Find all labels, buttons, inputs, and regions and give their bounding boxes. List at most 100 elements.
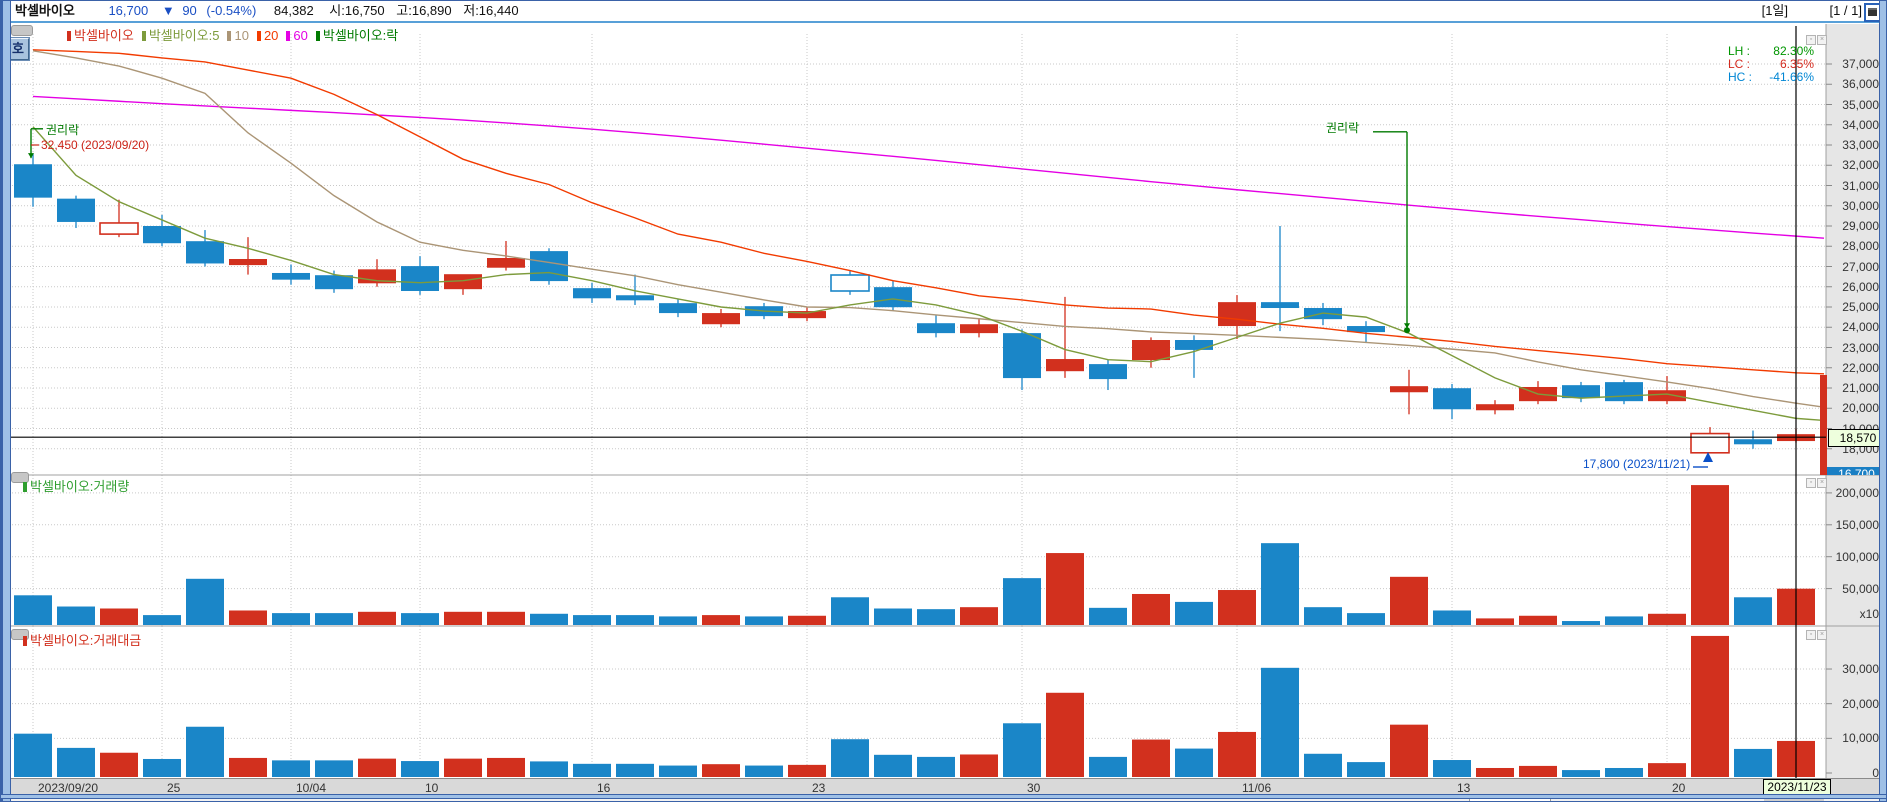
volume-bar[interactable] (1304, 607, 1342, 625)
volume-bar[interactable] (1003, 578, 1041, 625)
candle-body[interactable] (530, 251, 568, 282)
candle-body[interactable] (1390, 386, 1428, 393)
volume-bar[interactable] (573, 615, 611, 625)
money-bar[interactable] (1648, 763, 1686, 777)
volume-bar[interactable] (100, 608, 138, 626)
candle-body[interactable] (616, 295, 654, 301)
money-bar[interactable] (315, 760, 353, 777)
candle-body[interactable] (229, 259, 267, 266)
money-bar[interactable] (1433, 760, 1471, 777)
volume-bar[interactable] (1519, 615, 1557, 625)
candle-body[interactable] (1132, 340, 1170, 361)
volume-bar[interactable] (1089, 607, 1127, 625)
candle-body[interactable] (1734, 439, 1772, 445)
money-bar[interactable] (530, 761, 568, 777)
legend-series-label[interactable]: 박셀바이오:5 (148, 28, 220, 43)
money-bar[interactable] (1089, 756, 1127, 777)
money-bar[interactable] (1218, 731, 1256, 777)
candle-body[interactable] (57, 198, 95, 222)
money-bar[interactable] (100, 752, 138, 777)
volume-bar[interactable] (14, 595, 52, 625)
legend-series-label[interactable]: 60 (293, 28, 308, 43)
money-bar[interactable] (1003, 723, 1041, 777)
money-bar[interactable] (874, 754, 912, 777)
money-bar[interactable] (57, 747, 95, 777)
money-bar[interactable] (487, 757, 525, 777)
volume-bar[interactable] (788, 615, 826, 625)
legend-series-label[interactable]: 10 (234, 28, 249, 43)
money-bar[interactable] (917, 756, 955, 777)
candle-body[interactable] (1218, 302, 1256, 327)
money-bar[interactable] (659, 765, 697, 777)
volume-bar[interactable] (401, 613, 439, 625)
money-bar[interactable] (229, 757, 267, 777)
candle-body[interactable] (1175, 340, 1213, 350)
volume-bar[interactable] (1261, 543, 1299, 625)
money-bar[interactable] (14, 733, 52, 777)
money-bar[interactable] (1390, 724, 1428, 777)
money-bar[interactable] (186, 726, 224, 777)
volume-bar[interactable] (1691, 485, 1729, 625)
money-bar[interactable] (788, 764, 826, 777)
candle-body[interactable] (99, 222, 139, 235)
volume-bar[interactable] (1218, 590, 1256, 625)
money-bar[interactable] (573, 763, 611, 777)
volume-bar[interactable] (917, 609, 955, 625)
volume-bar[interactable] (1175, 601, 1213, 625)
candle-body[interactable] (960, 324, 998, 334)
panel-drag-handle[interactable] (11, 25, 33, 36)
volume-bar[interactable] (1390, 576, 1428, 625)
money-bar[interactable] (960, 754, 998, 777)
candle-body[interactable] (1003, 333, 1041, 379)
panel-minimize-icon[interactable]: ▫ (1806, 35, 1816, 45)
volume-bar[interactable] (229, 610, 267, 625)
candle-body[interactable] (659, 303, 697, 314)
volume-bar[interactable] (616, 615, 654, 625)
money-bar[interactable] (358, 758, 396, 777)
stock-name[interactable]: 박셀바이오 (15, 3, 75, 18)
panel-close-icon[interactable]: × (1817, 630, 1827, 640)
money-bar[interactable] (1347, 762, 1385, 777)
legend-series-label[interactable]: 박셀바이오 (74, 28, 134, 43)
volume-bar[interactable] (702, 615, 740, 625)
volume-bar[interactable] (874, 608, 912, 626)
volume-bar[interactable] (745, 616, 783, 625)
panel-close-icon[interactable]: × (1817, 478, 1827, 488)
money-bar[interactable] (1304, 753, 1342, 777)
candle-body[interactable] (14, 164, 52, 198)
legend-series-label[interactable]: 20 (263, 28, 279, 43)
candle-body[interactable] (272, 272, 310, 280)
candle-body[interactable] (830, 274, 870, 292)
money-bar[interactable] (1476, 767, 1514, 777)
window-right-scroll-edge[interactable] (1879, 1, 1886, 801)
candle-body[interactable] (143, 226, 181, 244)
volume-bar[interactable] (1132, 593, 1170, 625)
money-bar[interactable] (702, 764, 740, 777)
panel-close-icon[interactable]: × (1817, 35, 1827, 45)
volume-bar[interactable] (1476, 618, 1514, 625)
volume-bar[interactable] (659, 616, 697, 625)
panel-drag-handle[interactable] (11, 472, 29, 483)
volume-bar[interactable] (1734, 597, 1772, 625)
money-bar[interactable] (1175, 748, 1213, 777)
volume-bar[interactable] (272, 613, 310, 625)
volume-bar[interactable] (1347, 613, 1385, 625)
candle-body[interactable] (1476, 404, 1514, 411)
volume-bar[interactable] (57, 606, 95, 625)
money-bar[interactable] (1261, 667, 1299, 777)
volume-bar[interactable] (186, 578, 224, 625)
volume-bar[interactable] (143, 615, 181, 625)
candle-body[interactable] (1605, 382, 1643, 402)
candle-body[interactable] (874, 287, 912, 308)
volume-bar[interactable] (1605, 616, 1643, 625)
candle-body[interactable] (1261, 302, 1299, 309)
candle-body[interactable] (487, 257, 525, 268)
candle-body[interactable] (186, 241, 224, 264)
volume-bar[interactable] (1433, 610, 1471, 625)
money-bar[interactable] (1734, 748, 1772, 777)
money-bar[interactable] (1132, 739, 1170, 777)
volume-bar[interactable] (960, 607, 998, 625)
interval-badge[interactable]: [1일] (1761, 3, 1788, 18)
volume-bar[interactable] (1648, 613, 1686, 625)
